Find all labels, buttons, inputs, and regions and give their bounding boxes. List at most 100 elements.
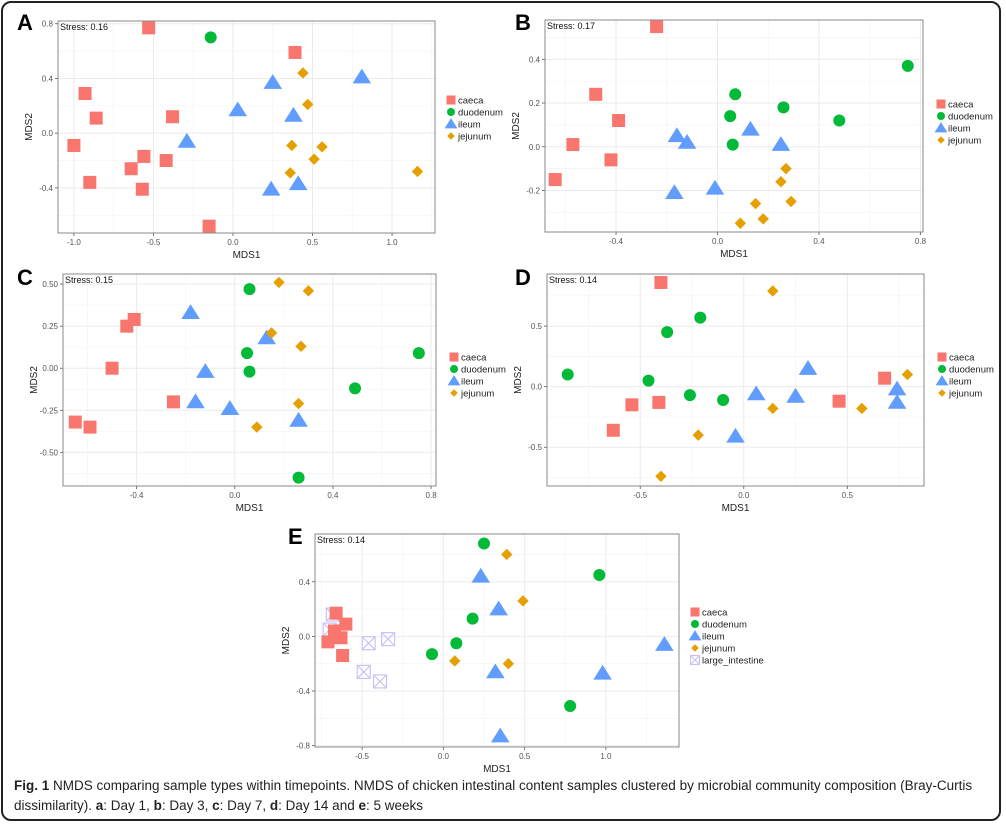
panel-letter: B — [515, 10, 531, 35]
stress-annotation: Stress: 0.16 — [60, 22, 108, 32]
data-point-duodenum — [901, 59, 914, 72]
data-point-caeca — [83, 175, 97, 189]
data-point-jejunum — [292, 397, 305, 410]
caption-key-text: : Day 3, — [161, 798, 213, 813]
data-point-jejunum — [501, 548, 513, 561]
data-point-jejunum — [775, 176, 787, 188]
data-point-ileum — [490, 727, 510, 743]
data-point-duodenum — [450, 637, 463, 650]
data-point-caeca — [166, 395, 180, 409]
panel-letter: C — [17, 265, 33, 290]
legend-key-ileum — [688, 630, 702, 641]
data-point-ileum — [726, 427, 745, 443]
data-point-caeca — [89, 111, 103, 125]
legend-label: ileum — [458, 120, 481, 131]
plot-area — [545, 20, 923, 232]
panel-c: C -0.4 0.0 0.4 0.8 -0.50 -0.25 0.00 0.25 0.50 MDS… — [0, 260, 506, 520]
x-tick-label: -0.4 — [609, 237, 623, 246]
legend-key-jejunum — [937, 136, 945, 144]
data-point-ileum — [887, 380, 907, 396]
series-duodenum — [241, 283, 425, 484]
data-point-ileum — [489, 600, 508, 616]
legend-label: duodenum — [461, 365, 506, 376]
caption-key-text: : Day 14 and — [278, 798, 359, 813]
legend-label: large_intestine — [702, 656, 764, 667]
series-caeca — [606, 275, 892, 437]
data-point-duodenum — [241, 347, 254, 360]
series-duodenum — [724, 59, 914, 151]
data-point-ileum — [665, 184, 684, 199]
data-point-caeca — [68, 415, 82, 429]
data-point-ileum — [593, 664, 612, 680]
data-point-caeca — [650, 20, 664, 34]
y-tick-label: 0.4 — [42, 74, 54, 83]
data-point-jejunum — [780, 162, 792, 175]
data-point-ileum — [771, 136, 791, 151]
stress-annotation: Stress: 0.17 — [547, 21, 595, 31]
data-point-caeca — [339, 617, 353, 631]
grid — [547, 274, 924, 486]
data-point-duodenum — [412, 347, 425, 360]
data-point-ileum — [887, 393, 907, 409]
legend-key-jejunum — [447, 132, 455, 140]
legend-label: jejunum — [948, 389, 982, 400]
legend-key-caeca — [449, 352, 459, 362]
figure-caption: Fig. 1 NMDS comparing sample types withi… — [14, 776, 984, 816]
x-tick-label: 0.0 — [438, 752, 450, 761]
stress-annotation: Stress: 0.14 — [549, 275, 597, 285]
plot-area — [58, 21, 435, 233]
data-point-jejunum — [286, 139, 298, 152]
data-point-duodenum — [777, 101, 790, 114]
data-point-duodenum — [564, 700, 577, 713]
data-point-jejunum — [297, 67, 309, 79]
data-point-duodenum — [833, 114, 846, 127]
data-point-duodenum — [292, 471, 305, 484]
caption-key-letter: e — [358, 798, 366, 813]
x-tick-label: 0.0 — [227, 238, 239, 247]
data-point-ileum — [352, 68, 372, 84]
y-tick-label: 0.4 — [299, 578, 311, 587]
y-tick-label: 0.5 — [531, 322, 543, 331]
legend-label: caeca — [458, 96, 484, 107]
series-caeca — [68, 312, 180, 434]
data-point-jejunum — [757, 213, 769, 225]
data-point-duodenum — [683, 389, 696, 402]
series-caeca — [321, 606, 353, 663]
legend-label: jejunum — [460, 389, 494, 400]
legend-label: duodenum — [458, 108, 503, 119]
y-axis-label: MDS2 — [281, 626, 292, 654]
data-point-ileum — [284, 106, 303, 122]
legend-label: ileum — [702, 632, 725, 643]
legend-label: ileum — [461, 377, 484, 388]
data-point-duodenum — [694, 311, 707, 324]
legend-key-jejunum — [450, 389, 458, 397]
data-point-ileum — [798, 360, 818, 375]
series-jejunum — [284, 67, 424, 179]
y-tick-label: -0.2 — [526, 186, 540, 195]
legend-key-duodenum — [938, 365, 946, 373]
y-tick-label: -0.4 — [39, 184, 53, 193]
x-axis-label: MDS1 — [236, 503, 264, 514]
data-point-caeca — [654, 275, 668, 289]
scatter-plot: -1.0 -0.5 0.0 0.5 1.0 -0.4 0.0 0.4 0.8 MDS1 MDS2 St… — [24, 20, 503, 261]
data-point-caeca — [105, 361, 119, 375]
x-tick-label: 0.0 — [229, 491, 241, 500]
legend-label: caeca — [702, 608, 728, 619]
data-point-duodenum — [593, 568, 606, 581]
legend-label: ileum — [948, 124, 971, 135]
data-point-large_intestine — [361, 636, 376, 651]
data-point-jejunum — [785, 195, 797, 208]
x-tick-label: 0.5 — [307, 238, 319, 247]
data-point-caeca — [878, 371, 892, 385]
data-point-caeca — [334, 631, 348, 645]
x-tick-label: -0.4 — [130, 491, 144, 500]
panel-d: D -0.5 0.0 0.5 -0.5 0.0 0.5 MDS1 MDS2 Stress: 0.… — [500, 260, 1006, 520]
data-point-jejunum — [265, 327, 278, 339]
data-point-ileum — [289, 411, 308, 427]
series-ileum — [665, 120, 791, 199]
data-point-ileum — [220, 400, 240, 415]
y-tick-label: 0.2 — [529, 99, 541, 108]
caption-body: NMDS of chicken intestinal content sampl… — [14, 778, 973, 813]
